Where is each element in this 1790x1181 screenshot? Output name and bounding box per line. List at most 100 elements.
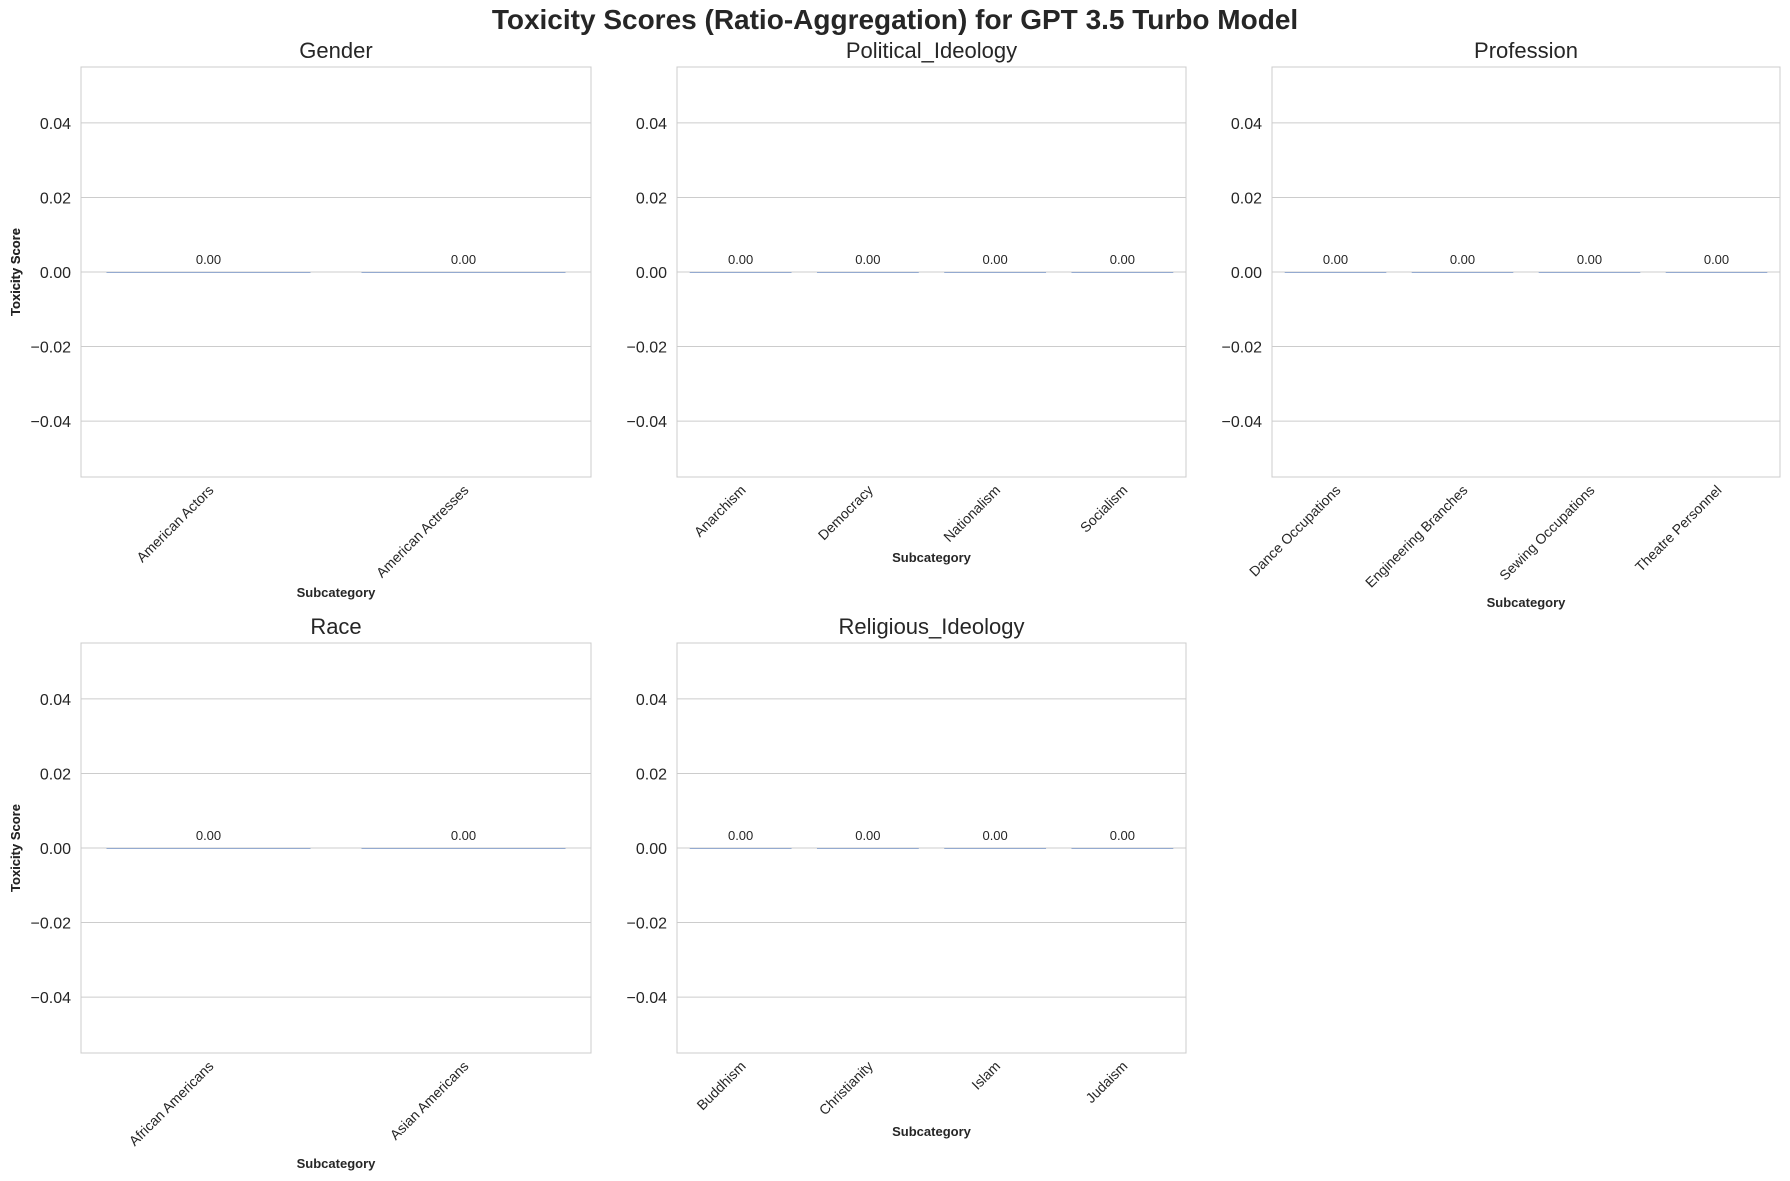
x-tick-label: American Actors xyxy=(133,482,216,565)
bar xyxy=(816,272,919,273)
panel-race: 0.04 0.02 0.00 −0.02 −0.04 Race 0.00 African Am… xyxy=(8,614,592,1171)
y-tick-label: −0.04 xyxy=(627,414,668,431)
y-tick-label: −0.02 xyxy=(31,916,72,933)
plot-area xyxy=(676,642,1187,1054)
bar xyxy=(1071,272,1174,273)
y-tick-label: 0.00 xyxy=(1231,265,1262,282)
y-tick-label: 0.02 xyxy=(40,190,71,207)
bar-value-label: 0.00 xyxy=(1110,828,1135,843)
bar xyxy=(361,272,566,273)
y-tick-label: 0.04 xyxy=(1231,116,1262,133)
bar-value-label: 0.00 xyxy=(451,828,476,843)
bar-value-label: 0.00 xyxy=(982,828,1007,843)
x-axis-label: Subcategory xyxy=(297,1156,377,1171)
bar xyxy=(106,848,311,849)
y-tick-label: 0.04 xyxy=(40,692,71,709)
x-tick-label: African Americans xyxy=(126,1058,217,1149)
bar-value-label: 0.00 xyxy=(1577,252,1602,267)
plot-area xyxy=(1271,66,1781,478)
y-tick-label: 0.02 xyxy=(1231,190,1262,207)
y-tick-label: −0.04 xyxy=(1222,414,1263,431)
bar xyxy=(361,848,566,849)
y-tick-label: 0.04 xyxy=(636,692,667,709)
y-tick-label: 0.02 xyxy=(636,190,667,207)
y-tick-label: −0.02 xyxy=(627,916,668,933)
y-axis-label: Toxicity Score xyxy=(8,804,23,892)
bar xyxy=(816,848,919,849)
panel-profession: 0.04 0.02 0.00 −0.02 −0.04 Profession 0.00 Danc… xyxy=(8,38,1781,610)
bar xyxy=(106,272,311,273)
bar xyxy=(1071,848,1174,849)
y-tick-label: −0.04 xyxy=(31,414,72,431)
x-tick-label: Christianity xyxy=(816,1058,876,1118)
bar-value-label: 0.00 xyxy=(728,828,753,843)
bar-value-label: 0.00 xyxy=(196,828,221,843)
x-tick-label: Sewing Occupations xyxy=(1496,482,1598,584)
y-axis-label: Toxicity Score xyxy=(8,804,23,892)
bar-value-label: 0.00 xyxy=(855,252,880,267)
panel-title: Race xyxy=(310,614,361,639)
bar xyxy=(689,272,792,273)
x-axis-label: Subcategory xyxy=(892,1124,972,1139)
y-axis-label: Toxicity Score xyxy=(8,228,23,316)
y-tick-label: 0.04 xyxy=(40,116,71,133)
x-tick-label: American Actresses xyxy=(373,482,472,581)
y-tick-label: −0.04 xyxy=(627,990,668,1007)
y-tick-label: 0.00 xyxy=(40,265,71,282)
x-tick-label: Judaism xyxy=(1082,1058,1130,1106)
panel-political-ideology: 0.04 0.02 0.00 −0.02 −0.04 Political_Ideology… xyxy=(8,38,1187,565)
panel-title: Political_Ideology xyxy=(846,38,1017,63)
panel-gender: 0.04 0.02 0.00 −0.02 −0.04 Gender 0.00 American… xyxy=(8,38,592,600)
panel-title: Gender xyxy=(299,38,372,63)
y-tick-label: 0.00 xyxy=(40,841,71,858)
y-tick-label: −0.02 xyxy=(31,340,72,357)
bar-value-label: 0.00 xyxy=(1323,252,1348,267)
x-tick-label: Theatre Personnel xyxy=(1632,482,1725,575)
bar-value-label: 0.00 xyxy=(728,252,753,267)
bar-value-label: 0.00 xyxy=(451,252,476,267)
bar xyxy=(944,848,1047,849)
y-tick-label: 0.02 xyxy=(40,766,71,783)
x-tick-label: Democracy xyxy=(815,482,876,543)
bar-value-label: 0.00 xyxy=(1450,252,1475,267)
x-axis-label: Subcategory xyxy=(297,585,377,600)
y-tick-label: 0.04 xyxy=(636,116,667,133)
bar xyxy=(944,272,1047,273)
plot-area xyxy=(676,66,1187,478)
y-axis-label: Toxicity Score xyxy=(8,228,23,316)
bar-value-label: 0.00 xyxy=(855,828,880,843)
panel-title: Profession xyxy=(1474,38,1578,63)
y-tick-label: −0.02 xyxy=(1222,340,1263,357)
bar-value-label: 0.00 xyxy=(1110,252,1135,267)
bar xyxy=(1538,272,1641,273)
figure-title: Toxicity Scores (Ratio-Aggregation) for … xyxy=(491,4,1299,35)
y-tick-label: 0.00 xyxy=(636,265,667,282)
plot-area xyxy=(80,66,592,478)
y-tick-label: −0.04 xyxy=(31,990,72,1007)
x-tick-label: Dance Occupations xyxy=(1246,482,1344,580)
bar xyxy=(1284,272,1387,273)
x-tick-label: Nationalism xyxy=(940,482,1003,545)
y-tick-label: −0.02 xyxy=(627,340,668,357)
bar-value-label: 0.00 xyxy=(196,252,221,267)
x-tick-label: Socialism xyxy=(1077,482,1131,536)
x-tick-label: Asian Americans xyxy=(387,1058,472,1143)
x-axis-label: Subcategory xyxy=(1487,595,1567,610)
y-tick-label: 0.00 xyxy=(636,841,667,858)
y-tick-label: 0.02 xyxy=(636,766,667,783)
panel-title: Religious_Ideology xyxy=(839,614,1025,639)
bar xyxy=(1411,272,1514,273)
x-tick-label: Islam xyxy=(968,1058,1003,1093)
panel-religious-ideology: 0.04 0.02 0.00 −0.02 −0.04 Religious_Ideology… xyxy=(8,614,1187,1139)
bar-value-label: 0.00 xyxy=(1704,252,1729,267)
bar xyxy=(1665,272,1768,273)
x-tick-label: Engineering Branches xyxy=(1362,482,1471,591)
bar-value-label: 0.00 xyxy=(982,252,1007,267)
x-axis-label: Subcategory xyxy=(892,550,972,565)
y-axis-label: Toxicity Score xyxy=(8,228,23,316)
bar xyxy=(689,848,792,849)
x-tick-label: Anarchism xyxy=(691,482,749,540)
x-tick-label: Buddhism xyxy=(693,1058,748,1113)
plot-area xyxy=(80,642,592,1054)
